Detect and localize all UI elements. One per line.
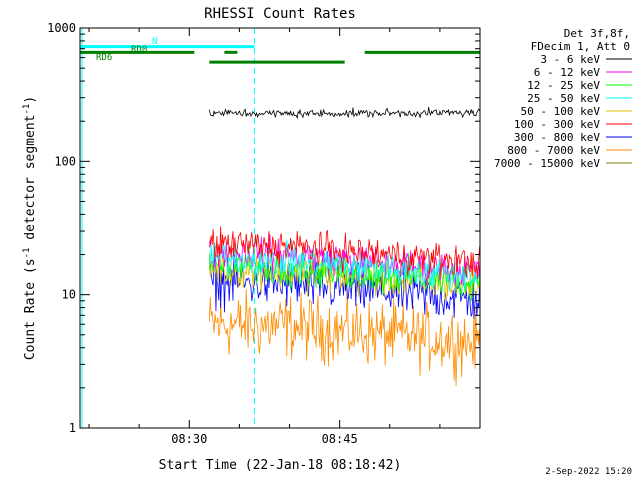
legend-label-6: 300 - 800 keV	[514, 131, 600, 144]
plot-inner	[80, 28, 480, 428]
y-axis-label-main: Count Rate (s	[23, 258, 38, 360]
legend-label-2: 12 - 25 keV	[527, 79, 600, 92]
state-bar-label-0: N	[152, 37, 157, 47]
plot-frame	[79, 27, 481, 429]
legend-label-5: 100 - 300 keV	[514, 118, 600, 131]
legend-label-1: 6 - 12 keV	[534, 66, 601, 79]
y-axis-label-sup2: -1	[22, 104, 32, 115]
plot-area: N RD0 RD6	[80, 28, 480, 428]
series-line-0	[208, 107, 480, 120]
chart-title: RHESSI Count Rates	[204, 6, 356, 22]
legend-label-8: 7000 - 15000 keV	[494, 157, 600, 170]
legend-label-3: 25 - 50 keV	[527, 92, 600, 105]
footer-date: 2-Sep-2022 15:20	[545, 467, 632, 477]
state-bar-label-2: RD6	[96, 53, 112, 63]
series-line-5	[208, 226, 480, 280]
y-tick-label-1: 10	[62, 288, 76, 302]
y-axis-label-mid: detector segment	[23, 115, 38, 248]
x-tick-label-0: 08:30	[171, 432, 207, 446]
legend-header-1: FDecim 1, Att 0	[531, 40, 630, 53]
legend-header-0: Det 3f,8f,	[564, 27, 630, 40]
y-axis-label: Count Rate (s-1 detector segment-1)	[22, 96, 38, 360]
state-bar-label-1: RD0	[131, 45, 147, 55]
legend-label-4: 50 - 100 keV	[521, 105, 601, 118]
y-tick-label-3: 1000	[47, 21, 76, 35]
x-axis-label: Start Time (22-Jan-18 08:18:42)	[159, 458, 402, 473]
series-line-3	[209, 239, 480, 291]
y-tick-label-2: 100	[54, 154, 76, 168]
y-axis-label-sup1: -1	[22, 248, 32, 259]
legend-label-0: 3 - 6 keV	[540, 53, 600, 66]
axes-ticks: 08:30 08:45 1 10 100 1000	[47, 21, 480, 446]
series-line-7	[208, 288, 480, 387]
series-line-2	[208, 243, 480, 302]
y-tick-label-0: 1	[69, 421, 76, 435]
series-line-6	[208, 251, 480, 319]
x-tick-label-1: 08:45	[322, 432, 358, 446]
y-axis-label-end: )	[23, 96, 38, 104]
legend-label-7: 800 - 7000 keV	[507, 144, 600, 157]
